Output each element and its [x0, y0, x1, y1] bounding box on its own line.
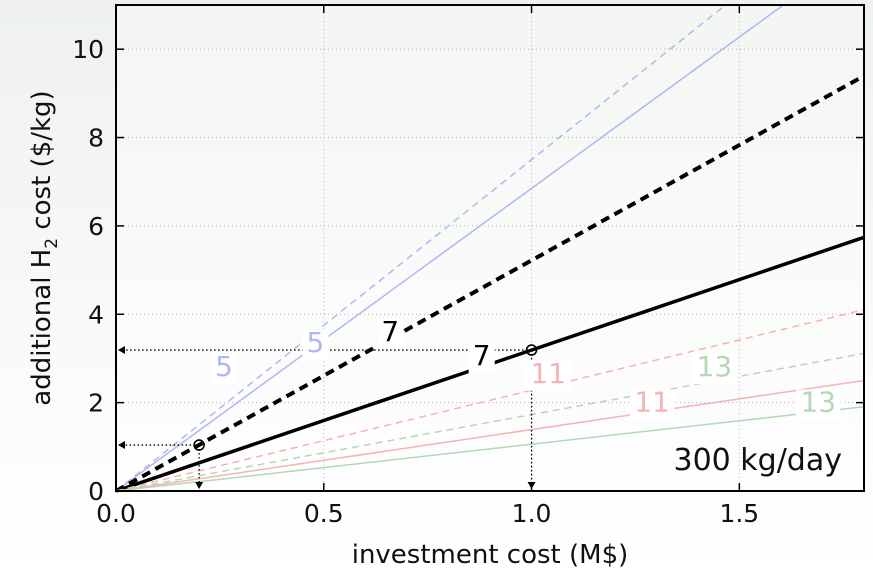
series-label-bg-0 — [211, 354, 238, 385]
series-label-0: 5 — [215, 350, 233, 383]
series-label-bg-4 — [526, 360, 571, 391]
plot-frame — [115, 4, 865, 492]
y-tick-label-1: 2 — [88, 389, 104, 418]
series-line-1 — [115, 4, 784, 492]
series-line-6 — [115, 352, 865, 492]
annotation-text: 300 kg/day — [673, 443, 842, 478]
series-label-bg-1 — [302, 329, 329, 360]
series-label-4: 11 — [530, 357, 566, 390]
guide-h-arrow-0 — [118, 441, 125, 450]
marker-1 — [525, 344, 538, 356]
series-label-5: 11 — [634, 385, 670, 418]
y-tick-label-5: 10 — [72, 35, 104, 64]
x-tick-label-3: 1.5 — [719, 499, 759, 528]
x-tick-label-0: 0.0 — [96, 499, 136, 528]
plot-background — [116, 5, 864, 491]
y-tick-label-3: 6 — [88, 212, 104, 241]
series-label-bg-7 — [796, 389, 841, 420]
series-label-bg-5 — [630, 389, 675, 420]
series-line-7 — [115, 405, 865, 492]
series-line-0 — [115, 4, 726, 492]
series-label-1: 5 — [307, 326, 325, 359]
line-label-layer: 5 5 7 7 11 11 13 13 — [211, 315, 841, 420]
tick-layer: 0.0 0.5 1.0 1.5 0 2 4 6 8 10 — [72, 5, 864, 528]
y-tick-label-2: 4 — [88, 300, 104, 329]
y-axis-label-suffix: cost ($/kg) — [27, 90, 57, 238]
series-label-bg-6 — [692, 354, 737, 385]
marker-0 — [193, 439, 205, 451]
grid — [116, 5, 864, 491]
series-layer — [115, 4, 865, 493]
y-tick-label-4: 8 — [88, 124, 104, 153]
series-label-3: 7 — [473, 339, 491, 372]
series-line-2 — [115, 74, 865, 493]
x-axis-label: investment cost (M$) — [352, 540, 629, 570]
series-line-4 — [115, 308, 865, 492]
x-tick-label-1: 0.5 — [304, 499, 344, 528]
series-label-7: 13 — [800, 385, 836, 418]
series-label-2: 7 — [381, 315, 399, 348]
y-axis-label-subscript: 2 — [42, 238, 62, 249]
series-label-6: 13 — [697, 350, 733, 383]
y-tick-label-0: 0 — [88, 477, 104, 506]
series-label-bg-2 — [377, 318, 404, 349]
y-axis-label-prefix: additional H — [27, 249, 57, 406]
series-label-bg-3 — [468, 343, 495, 374]
guide-v-arrow-0 — [195, 482, 204, 489]
x-tick-label-2: 1.0 — [512, 499, 552, 528]
series-line-5 — [115, 379, 865, 492]
guide-h-arrow-1 — [118, 346, 125, 355]
y-axis-label: additional H2 cost ($/kg) — [27, 90, 62, 405]
